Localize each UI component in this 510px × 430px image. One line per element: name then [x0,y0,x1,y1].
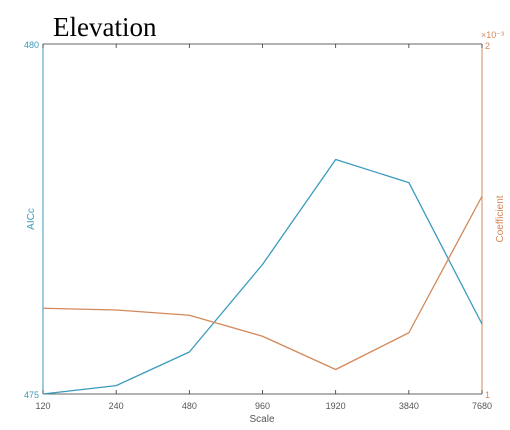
x-tick-label: 480 [182,401,197,411]
x-tick-label: 240 [109,401,124,411]
chart-title: Elevation [53,12,157,42]
x-tick-label: 960 [255,401,270,411]
series-line-aicc [42,158,483,395]
x-tick-label: 3840 [399,401,419,411]
x-tick-label: 120 [35,401,50,411]
plot-axes [42,43,483,395]
y-right-tick-label: 1 [485,390,490,400]
x-tick-label: 7680 [472,401,492,411]
x-tick-label: 1920 [326,401,346,411]
y-right-exponent-label: ×10⁻³ [481,30,504,40]
tick-labels: 120 240 480 960 1920 3840 7680 480 475 2 1 [24,40,492,411]
series-line-coefficient [42,195,483,371]
y-left-axis-label: AICc [26,208,37,230]
x-axis-label: Scale [249,414,274,425]
y-right-tick-label: 2 [485,41,490,51]
y-left-tick-label: 475 [24,390,39,400]
series-layer [42,158,483,395]
y-left-tick-label: 480 [24,40,39,50]
y-right-axis-label: Coefficient [495,195,506,242]
